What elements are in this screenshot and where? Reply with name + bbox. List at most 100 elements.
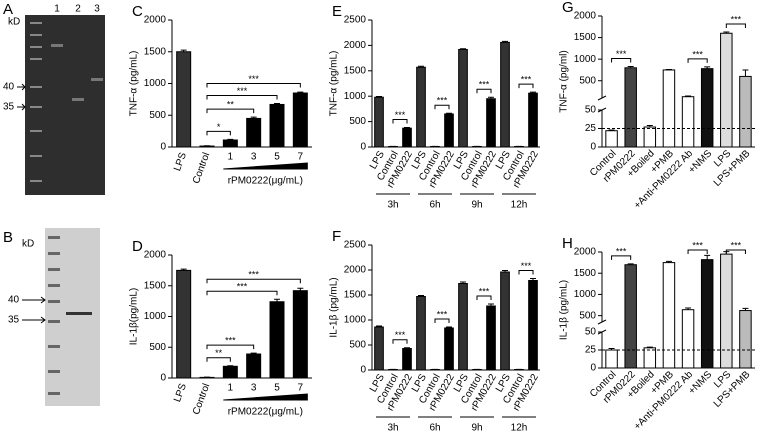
bar — [486, 305, 496, 371]
error-bar — [502, 270, 508, 272]
x-tick-label: 5 — [274, 152, 280, 163]
marker-label: 40 — [8, 295, 20, 306]
significance-bracket — [206, 357, 231, 362]
error-bar — [446, 326, 452, 328]
error-bar — [704, 254, 711, 260]
y-tick-label: 1500 — [144, 280, 167, 291]
significance-label: *** — [616, 49, 627, 59]
error-bar — [376, 325, 382, 327]
group-label: 6h — [429, 200, 440, 211]
y-tick-label: 1500 — [344, 65, 367, 76]
bar — [292, 92, 308, 148]
error-bar — [227, 138, 234, 141]
y-tick-label: 1500 — [574, 32, 597, 43]
bar — [500, 271, 510, 371]
significance-label: *** — [395, 330, 406, 340]
error-bar — [250, 116, 257, 119]
error-bar — [608, 348, 615, 350]
y-tick-label: 1000 — [574, 289, 597, 300]
bar — [528, 280, 538, 371]
error-bar — [530, 278, 536, 281]
panel-label: H — [562, 235, 573, 252]
error-bar — [274, 298, 280, 302]
significance-label: *** — [237, 86, 248, 96]
bar — [402, 127, 412, 148]
y-tick-label: 500 — [349, 116, 366, 127]
significance-bracket — [611, 57, 632, 63]
error-bar — [646, 125, 653, 128]
significance-bracket — [206, 278, 301, 284]
x-tick-label: 3 — [251, 383, 257, 394]
gel-band — [91, 78, 103, 81]
x-tick-label: 7 — [298, 152, 304, 163]
gel-ladder — [30, 22, 42, 182]
error-bar — [297, 91, 304, 94]
significance-bracket — [206, 83, 301, 88]
marker-label: 35 — [3, 102, 15, 113]
x-tick-label: 3 — [251, 152, 257, 163]
bar — [624, 264, 637, 369]
unit-label: kD — [22, 239, 34, 250]
significance-label: *** — [237, 282, 248, 292]
marker-arrow — [22, 316, 46, 324]
error-bar — [530, 91, 536, 94]
bar — [246, 117, 262, 148]
y-axis-label: TNF-α (pg/ml) — [559, 50, 570, 112]
y-tick-label: 2000 — [574, 11, 597, 22]
error-bar — [180, 268, 187, 271]
error-bar — [418, 65, 424, 68]
y-tick-label: 2000 — [574, 247, 597, 258]
y-axis-label: TNF-α (pg/mL) — [129, 51, 140, 117]
error-bar — [460, 281, 466, 284]
bar — [374, 96, 384, 148]
significance-bracket — [392, 118, 408, 124]
marker-arrow — [17, 83, 26, 91]
significance-bracket — [518, 270, 534, 275]
y-tick-label: 0 — [590, 363, 596, 374]
y-tick-label: 2500 — [344, 15, 367, 26]
y-tick-label: 2000 — [344, 40, 367, 51]
error-bar — [404, 126, 410, 129]
significance-bracket — [206, 130, 231, 136]
bar — [662, 262, 676, 369]
significance-label: *** — [479, 80, 490, 90]
y-axis-label: IL-1β(pg/mL) — [129, 288, 140, 345]
significance-bracket — [725, 249, 746, 254]
group-label: 6h — [429, 423, 440, 434]
significance-bracket — [206, 290, 278, 296]
significance-label: * — [217, 122, 221, 132]
bar — [681, 96, 695, 148]
gel-image — [25, 15, 105, 195]
x-axis-label: rPM0222(μg/mL) — [228, 176, 303, 187]
bar — [416, 66, 426, 148]
x-tick-label: 1 — [228, 152, 234, 163]
bar — [605, 130, 618, 148]
significance-bracket — [687, 249, 708, 254]
panel-label: C — [132, 3, 143, 20]
y-tick-label: 2000 — [144, 250, 167, 261]
significance-label: *** — [521, 75, 532, 85]
significance-label: *** — [692, 49, 703, 59]
significance-label: *** — [731, 240, 742, 250]
bar — [739, 310, 752, 369]
x-tick-label: Control — [191, 151, 212, 185]
error-bar — [488, 96, 494, 99]
bar — [269, 103, 285, 148]
significance-label: *** — [225, 335, 236, 345]
lane-label: 1 — [54, 4, 60, 15]
bar — [458, 48, 468, 148]
bar — [222, 365, 238, 379]
y-tick-label: 50 — [585, 105, 597, 116]
y-tick-label: 500 — [579, 75, 596, 86]
bar — [605, 349, 618, 369]
gel-band — [66, 312, 92, 315]
y-tick-label: 2000 — [144, 15, 167, 26]
x-tick-label: 7 — [298, 383, 304, 394]
marker-arrow — [22, 296, 46, 304]
x-tick-label: LPS — [172, 151, 189, 173]
y-tick-label: 0 — [590, 142, 596, 153]
significance-bracket — [434, 318, 450, 323]
panel-label: G — [562, 0, 574, 16]
error-bar — [180, 49, 187, 52]
lane-label: 2 — [75, 4, 81, 15]
